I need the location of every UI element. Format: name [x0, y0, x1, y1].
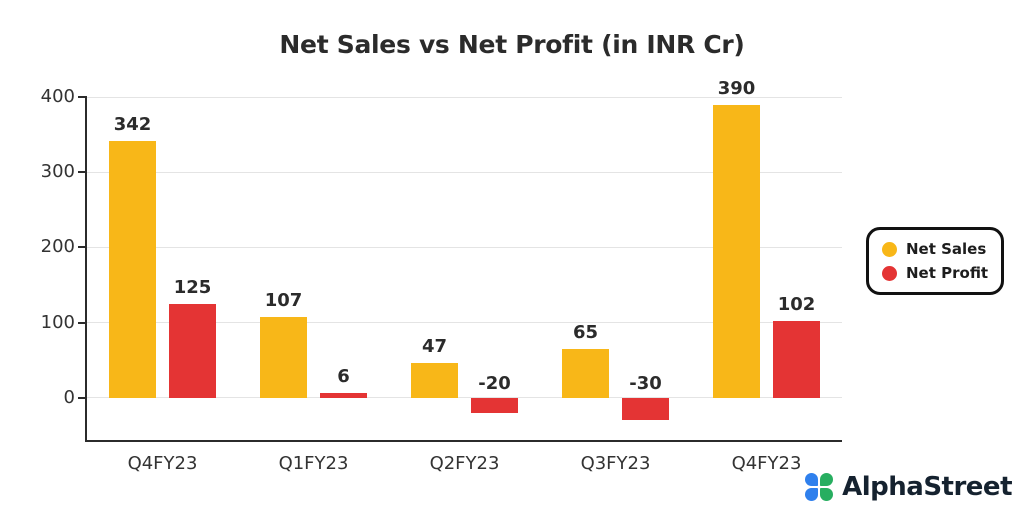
y-tick-label-200: 200	[40, 236, 75, 258]
y-tick-mark-300	[78, 171, 87, 174]
logo-petal	[820, 473, 834, 486]
gridline-300	[87, 171, 842, 173]
plot-area: 0 100 200 300 400 Q4FY23 342 125 Q1FY23 107 6 Q2FY2…	[41, 78, 842, 474]
bar-net-sales-q4fy23	[713, 104, 760, 398]
x-tick-label-q4fy23-0: Q4FY23	[127, 453, 198, 474]
alphastreet-clover-icon	[805, 473, 834, 501]
bar-value-label-net-sales-q1fy23: 107	[264, 290, 303, 312]
logo-petal	[805, 488, 819, 501]
bar-net-sales-q1fy23	[260, 317, 307, 398]
gridline-100	[87, 322, 842, 324]
bar-value-label-net-profit-q4fy23: 125	[173, 276, 212, 298]
bar-net-profit-q4fy23	[773, 321, 820, 398]
y-tick-label-0: 0	[63, 386, 75, 408]
y-tick-mark-0	[78, 396, 87, 399]
x-tick-label-q4fy23-4: Q4FY23	[731, 453, 802, 474]
y-tick-mark-400	[78, 96, 87, 98]
bar-net-sales-q4fy23	[109, 140, 156, 398]
x-tick-label-q3fy23-3: Q3FY23	[580, 453, 651, 474]
chart-title: Net Sales vs Net Profit (in INR Cr)	[279, 30, 745, 59]
bar-net-profit-q4fy23	[169, 303, 216, 398]
bar-net-profit-q1fy23	[320, 393, 367, 398]
legend-item-net-sales: Net Sales	[882, 240, 988, 258]
y-tick-mark-100	[78, 321, 87, 324]
legend-item-net-profit: Net Profit	[882, 264, 988, 282]
legend: Net Sales Net Profit	[866, 227, 1005, 295]
bar-net-sales-q2fy23	[411, 362, 458, 398]
bar-value-label-net-profit-q2fy23: -20	[478, 372, 511, 394]
net-sales-swatch-icon	[882, 241, 897, 257]
logo-petal	[805, 473, 819, 486]
bar-net-profit-q3fy23	[622, 397, 669, 421]
y-tick-label-300: 300	[40, 161, 75, 183]
alphastreet-logo: AlphaStreet	[805, 472, 1012, 502]
y-tick-mark-200	[78, 246, 87, 249]
gridline-200	[87, 246, 842, 248]
logo-petal	[820, 488, 834, 501]
y-tick-label-100: 100	[40, 311, 75, 333]
legend-label-net-sales: Net Sales	[906, 240, 987, 258]
x-tick-label-q1fy23-1: Q1FY23	[278, 453, 349, 474]
brand-name: AlphaStreet	[842, 472, 1012, 502]
bar-value-label-net-sales-q3fy23: 65	[572, 321, 599, 343]
gridline-400	[87, 96, 842, 98]
bar-net-sales-q3fy23	[562, 348, 609, 398]
bar-value-label-net-profit-q3fy23: -30	[629, 372, 662, 394]
x-tick-label-q2fy23-2: Q2FY23	[429, 453, 500, 474]
gridline-0	[87, 397, 842, 399]
y-tick-label-400: 400	[40, 86, 75, 107]
bar-value-label-net-sales-q2fy23: 47	[421, 335, 448, 357]
bar-value-label-net-sales-q4fy23: 342	[113, 113, 152, 135]
bar-net-profit-q2fy23	[471, 397, 518, 413]
bar-value-label-net-profit-q4fy23: 102	[777, 294, 816, 316]
bar-value-label-net-sales-q4fy23: 390	[717, 77, 756, 99]
legend-label-net-profit: Net Profit	[906, 264, 989, 282]
net-profit-swatch-icon	[882, 265, 897, 281]
bar-value-label-net-profit-q1fy23: 6	[337, 366, 350, 388]
